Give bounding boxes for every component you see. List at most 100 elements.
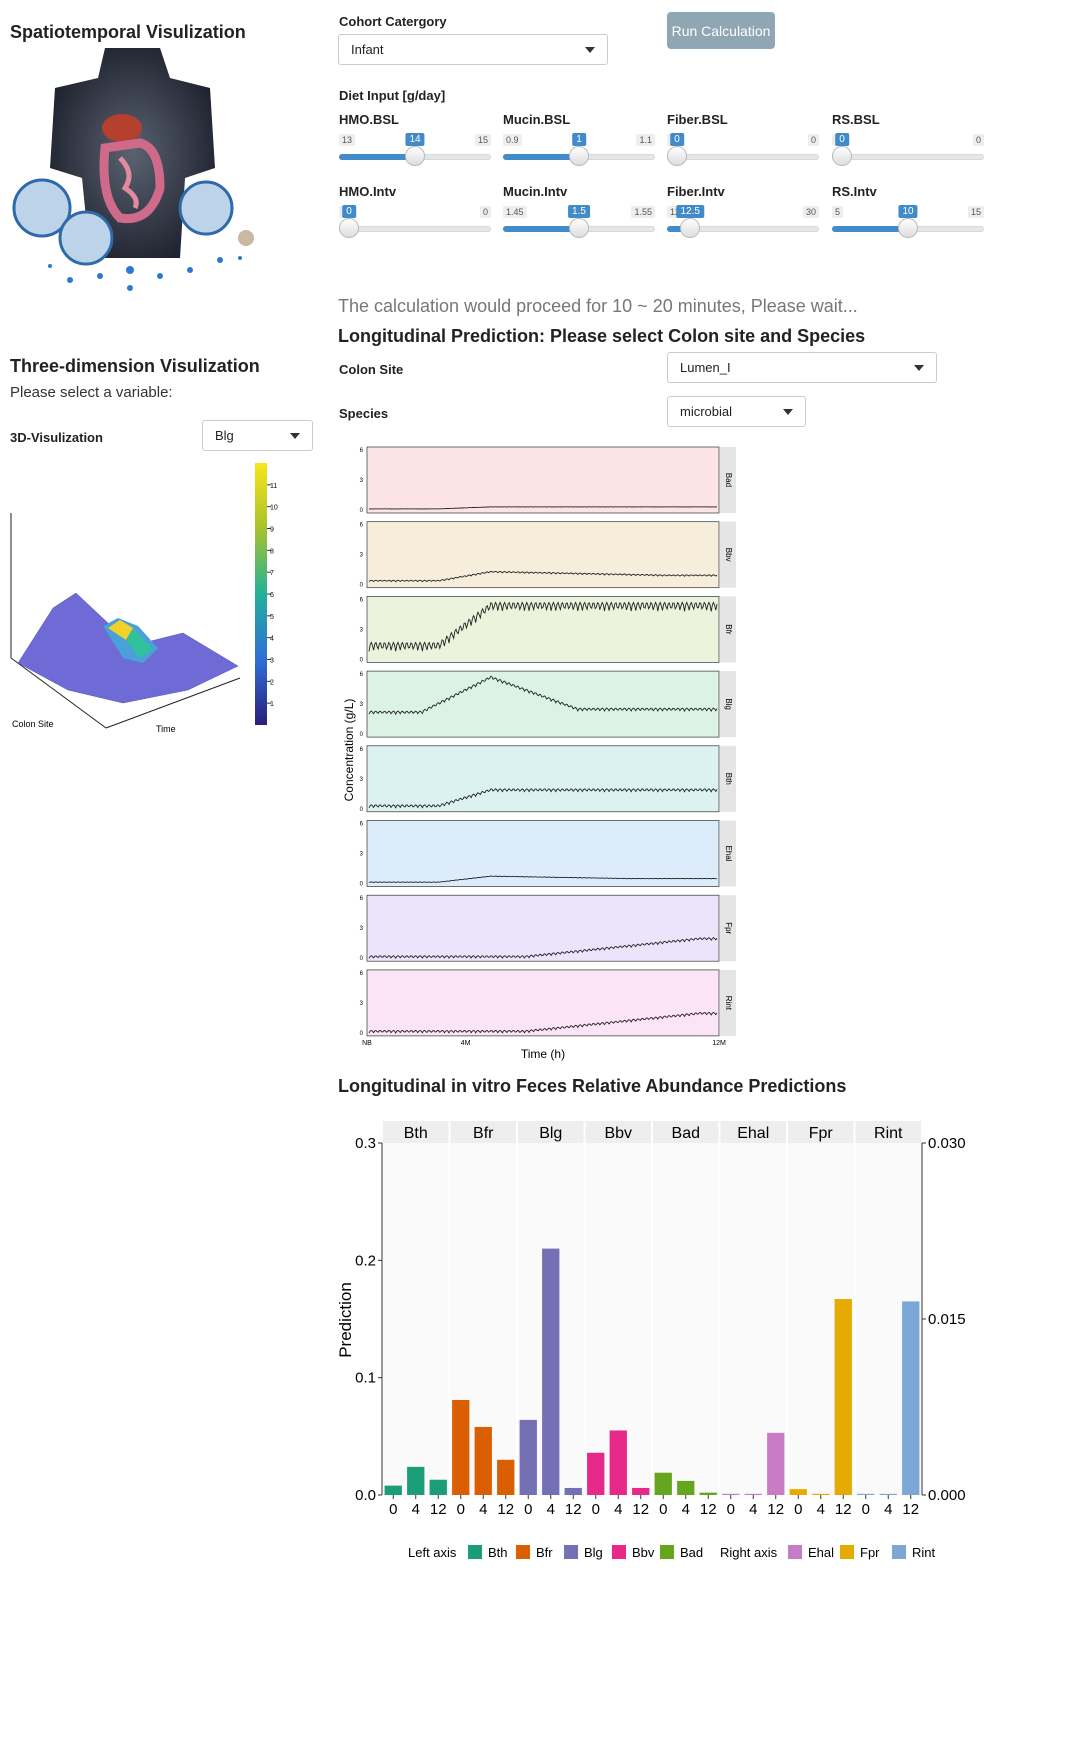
cohort-select[interactable]: Infant (338, 34, 608, 65)
bar-bad-0 (654, 1472, 672, 1495)
series-line-blg (368, 675, 718, 716)
bar-blg-0 (519, 1419, 537, 1495)
slider-rs-bsl[interactable]: RS.BSL000 (832, 112, 984, 166)
panel-y-tick: 3 (360, 852, 364, 858)
chevron-down-icon (585, 46, 595, 53)
facet-strip (450, 1121, 516, 1143)
diet-input-label: Diet Input [g/day] (339, 88, 446, 103)
x-tick-label: 12 (767, 1501, 784, 1518)
right-tick-label: 0.000 (928, 1487, 966, 1504)
slider-handle[interactable] (667, 146, 687, 166)
slider-track[interactable] (339, 226, 491, 232)
panel-strip-label: Bth (724, 773, 733, 785)
slider-fiber-bsl[interactable]: Fiber.BSL000 (667, 112, 819, 166)
surface-plot: Colon Site Time 1 2 3 4 5 6 7 8 9 10 11 (10, 463, 278, 734)
slider-handle[interactable] (832, 146, 852, 166)
slider-value: 1.5 (568, 205, 590, 218)
slider-name: Fiber.BSL (667, 112, 728, 127)
x-tick-label: 12 (430, 1501, 447, 1518)
slider-track[interactable] (667, 154, 819, 160)
slider-rs-intv[interactable]: RS.Intv 5 15 10 (832, 184, 984, 238)
legend-swatch-bad (660, 1545, 674, 1559)
legend-left-title: Left axis (408, 1545, 457, 1560)
panel-y-tick: 6 (360, 896, 364, 902)
slider-max: 15 (474, 134, 491, 146)
x-tick-label: 12 (565, 1501, 582, 1518)
bar-rint-0 (857, 1493, 875, 1495)
microbe-circle-1 (12, 178, 72, 238)
facet-bfr: Bfr 0 4 12 (450, 1121, 516, 1518)
colorbar-tick-label: 4 (270, 636, 274, 643)
slider-fill (503, 226, 579, 232)
legend-swatch-bth (468, 1545, 482, 1559)
slider-value: 0 (670, 133, 684, 146)
slider-value: 14 (405, 133, 425, 146)
slider-min: 13 (339, 134, 356, 146)
slider-name: Mucin.BSL (503, 112, 571, 127)
x-tick-label: 0 (524, 1501, 532, 1518)
panel-strip (720, 969, 736, 1036)
left-tick-label: 0.2 (355, 1252, 376, 1269)
chevron-down-icon (783, 408, 793, 415)
viz-select[interactable]: Blg (202, 420, 313, 451)
panel-y-tick: 6 (360, 597, 364, 603)
panel-strip-label: Bfr (724, 624, 733, 635)
panel-strip-label: Bad (724, 473, 733, 487)
slider-track[interactable] (832, 154, 984, 160)
facet-strip (585, 1121, 651, 1143)
run-calculation-button[interactable]: Run Calculation (667, 12, 775, 49)
x-tick-label: 12 (632, 1501, 649, 1518)
panel-y-tick: 6 (360, 971, 364, 977)
facet-strip-label: Blg (539, 1125, 562, 1142)
x-tick-label: 4 (614, 1501, 622, 1518)
panel-y-tick: 0 (360, 583, 364, 589)
slider-value: 12.5 (676, 205, 704, 218)
colorbar-tick-label: 5 (270, 614, 274, 621)
slider-handle[interactable] (569, 146, 589, 166)
legend-label-fpr: Fpr (860, 1545, 880, 1560)
bar-legend: Left axis Bth Bfr Blg Bbv Bad Right axis Ehal Fp… (408, 1545, 936, 1560)
legend-swatch-blg (564, 1545, 578, 1559)
facet-bth: Bth 0 4 12 (383, 1121, 449, 1518)
colon-site-select[interactable]: Lumen_I (667, 352, 937, 383)
abundance-bar-chart: Prediction 0.0 0.1 0.2 0.3 0.000 0.015 0.030 Bt… (336, 1121, 966, 1560)
slider-mucin-bsl[interactable]: Mucin.BSL 0.9 1.1 1 (503, 112, 655, 166)
facet-panel (383, 1143, 449, 1495)
slider-fiber-intv[interactable]: Fiber.Intv12.53012.5 (667, 184, 819, 238)
slider-handle[interactable] (680, 218, 701, 238)
facet-fpr: Fpr 0 4 12 (788, 1121, 854, 1518)
slider-handle[interactable] (569, 218, 589, 238)
colon-site-select-value: Lumen_I (680, 360, 731, 375)
slider-name: HMO.Intv (339, 184, 397, 199)
facet-panel (653, 1143, 719, 1495)
longitudinal-title: Longitudinal Prediction: Please select C… (338, 326, 866, 346)
panel-fpr: Fpr 0 3 6 (360, 894, 736, 962)
slider-mucin-intv[interactable]: Mucin.Intv 1.45 1.55 1.5 (503, 184, 655, 238)
panel-strip (720, 895, 736, 962)
panel-strip (720, 447, 736, 513)
slider-hmo-bsl[interactable]: HMO.BSL 13 15 14 (339, 112, 491, 166)
species-select[interactable]: microbial (667, 396, 806, 427)
panel-background (366, 969, 720, 1037)
slider-handle[interactable] (898, 218, 918, 238)
panel-blg: Blg 0 3 6 (360, 670, 736, 738)
series-line-bbv (368, 570, 718, 583)
colorbar-tick-label: 10 (270, 505, 278, 512)
panel-y-tick: 0 (360, 732, 364, 738)
slider-hmo-intv[interactable]: HMO.Intv000 (339, 184, 491, 238)
slider-handle[interactable] (405, 146, 425, 166)
line-chart-xlabel: Time (h) (521, 1047, 565, 1061)
panel-y-tick: 6 (360, 448, 364, 454)
longitudinal-line-chart: Concentration (g/L) Time (h) Bad 0 3 6 Bbv 0 3… (342, 446, 736, 1061)
time-axis (105, 677, 241, 729)
bar-rint-12 (902, 1301, 920, 1495)
species-select-value: microbial (680, 404, 733, 419)
liver-shape (102, 114, 142, 142)
slider-handle[interactable] (339, 218, 359, 238)
bar-bad-4 (677, 1480, 695, 1495)
facet-bad: Bad 0 4 12 (653, 1121, 719, 1518)
legend-label-bbv: Bbv (632, 1545, 655, 1560)
slider-max: 1.1 (636, 134, 655, 146)
colorbar-tick-label: 8 (270, 548, 274, 555)
panel-y-tick: 3 (360, 478, 364, 484)
